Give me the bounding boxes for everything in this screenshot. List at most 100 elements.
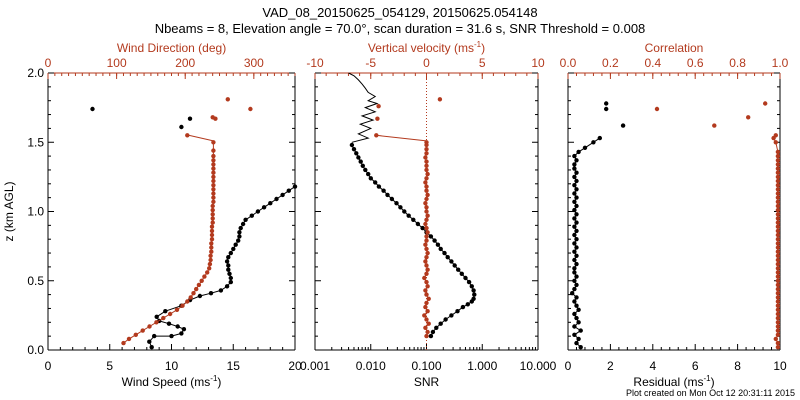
data-point <box>161 315 166 321</box>
data-point <box>574 158 579 163</box>
data-point <box>349 142 355 148</box>
data-point <box>775 187 781 192</box>
x-top-tick-label: -5 <box>365 56 376 70</box>
data-point <box>237 234 242 239</box>
data-point <box>572 286 577 292</box>
data-point <box>746 115 751 120</box>
data-point <box>231 246 236 252</box>
data-point <box>773 140 778 145</box>
x-bottom-tick-label: 10 <box>165 359 179 373</box>
data-point <box>210 220 215 225</box>
data-point <box>394 201 399 206</box>
data-point <box>425 192 430 198</box>
data-point <box>574 203 579 209</box>
data-point <box>226 267 231 272</box>
data-point <box>415 221 421 227</box>
data-point <box>188 295 193 300</box>
data-point <box>191 291 196 296</box>
data-point <box>424 167 429 173</box>
x-top-tick-label: 100 <box>107 56 127 70</box>
data-point <box>572 324 577 329</box>
data-point <box>211 148 216 153</box>
data-point <box>211 158 216 163</box>
x-top-tick-label: 0.4 <box>644 56 661 70</box>
series-line <box>188 134 214 142</box>
data-point <box>572 332 577 337</box>
data-point <box>775 332 781 337</box>
data-point <box>208 257 213 263</box>
data-point <box>385 192 390 198</box>
data-point <box>572 232 577 238</box>
data-point <box>763 101 768 106</box>
data-point <box>286 188 291 193</box>
data-point <box>121 340 126 346</box>
x-bottom-tick-label: 4 <box>649 359 656 373</box>
data-point <box>167 311 173 317</box>
data-point <box>578 345 583 350</box>
data-point <box>424 238 429 243</box>
data-point <box>572 183 577 188</box>
data-point <box>187 116 193 121</box>
data-point <box>572 199 577 204</box>
data-point <box>154 314 159 319</box>
data-point <box>211 183 216 188</box>
data-point <box>574 282 579 288</box>
data-point <box>572 299 577 304</box>
data-point <box>572 153 577 159</box>
data-point <box>209 232 215 238</box>
data-point <box>472 292 477 297</box>
data-point <box>572 249 577 254</box>
data-point <box>773 133 778 138</box>
x-bottom-tick-label: 0 <box>45 359 52 373</box>
data-point <box>449 259 454 264</box>
data-point <box>197 293 203 299</box>
data-point <box>775 153 781 159</box>
data-point <box>209 241 214 246</box>
data-point <box>423 221 428 227</box>
data-point <box>471 296 476 301</box>
data-point <box>572 216 577 221</box>
data-point <box>354 151 359 156</box>
data-point <box>775 237 781 242</box>
data-point <box>572 207 577 213</box>
x-bottom-axis-label: Residual (ms-1) <box>633 374 714 389</box>
x-bottom-tick-label: 10 <box>773 359 787 373</box>
figure-title: VAD_08_20150625_054129, 20150625.054148 <box>262 5 537 20</box>
data-point <box>381 188 386 193</box>
data-point <box>209 228 215 234</box>
x-bottom-tick-label: 2 <box>607 359 614 373</box>
data-point <box>445 255 450 260</box>
data-point <box>572 266 577 271</box>
y-tick-label: 0.0 <box>27 343 44 357</box>
data-point <box>207 266 212 271</box>
data-point <box>169 333 174 339</box>
data-point <box>228 279 233 285</box>
data-point <box>437 97 443 102</box>
data-point <box>424 317 429 322</box>
data-point <box>423 201 428 206</box>
data-point <box>237 230 242 235</box>
data-point <box>255 209 261 214</box>
data-point <box>424 234 429 239</box>
data-point <box>274 196 279 202</box>
data-point <box>775 232 781 238</box>
data-point <box>228 275 233 281</box>
x-bottom-tick-label: 0.100 <box>411 359 441 373</box>
data-point <box>775 228 781 234</box>
data-point <box>423 155 428 160</box>
data-point <box>398 205 403 210</box>
data-point <box>211 191 216 196</box>
data-point <box>209 237 215 242</box>
data-point <box>147 339 152 344</box>
y-tick-label: 1.5 <box>27 135 44 149</box>
data-point <box>211 178 216 184</box>
data-point <box>154 320 159 325</box>
data-point <box>574 274 579 279</box>
y-tick-label: 1.0 <box>27 205 44 219</box>
data-point <box>775 166 781 171</box>
data-point <box>224 259 230 264</box>
data-point <box>442 250 447 256</box>
data-point <box>775 307 781 312</box>
data-point <box>213 116 218 121</box>
